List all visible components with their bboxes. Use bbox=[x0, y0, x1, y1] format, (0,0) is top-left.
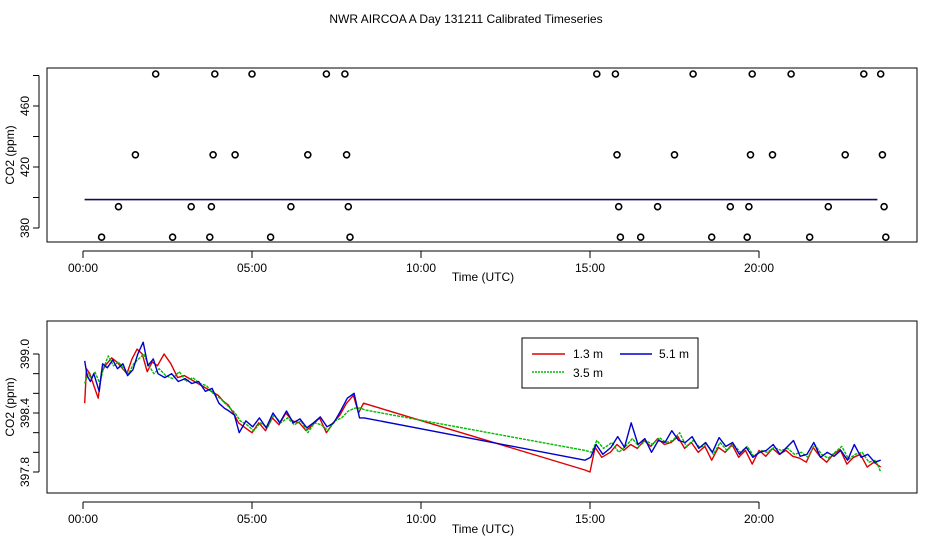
scatter-point bbox=[689, 70, 697, 78]
legend-label-3.5m: 3.5 m bbox=[573, 366, 603, 380]
top-y-axis-label: CO2 (ppm) bbox=[3, 125, 17, 184]
top-y-axis: 380 420 460 bbox=[18, 75, 40, 238]
top-x-tick-label: 10:00 bbox=[406, 261, 436, 275]
scatter-point bbox=[303, 151, 312, 159]
top-plot-frame bbox=[46, 67, 918, 243]
scatter-point bbox=[344, 202, 353, 211]
scatter-point bbox=[743, 233, 752, 241]
scatter-point bbox=[342, 151, 351, 159]
bottom-x-tick-label: 20:00 bbox=[744, 512, 774, 526]
scatter-point bbox=[670, 151, 679, 159]
scatter-point bbox=[322, 70, 331, 78]
scatter-point bbox=[787, 70, 795, 78]
scatter-point bbox=[653, 202, 662, 211]
scatter-point bbox=[114, 202, 123, 211]
figure-title: NWR AIRCOA A Day 131211 Calibrated Times… bbox=[329, 12, 602, 26]
legend-label-5.1m: 5.1 m bbox=[659, 347, 689, 361]
legend: 1.3 m 5.1 m 3.5 m bbox=[521, 337, 699, 389]
scatter-point bbox=[611, 70, 620, 78]
scatter-point bbox=[748, 70, 757, 78]
legend-label-1.3m: 1.3 m bbox=[573, 347, 603, 361]
scatter-point bbox=[726, 202, 735, 211]
bottom-x-tick-label: 05:00 bbox=[237, 512, 267, 526]
top-scatter-points bbox=[97, 70, 890, 241]
bottom-x-tick-label: 10:00 bbox=[406, 512, 436, 526]
top-x-tick-label: 00:00 bbox=[68, 261, 98, 275]
legend-box bbox=[521, 337, 699, 389]
scatter-point bbox=[131, 151, 140, 159]
top-x-tick-label: 20:00 bbox=[744, 261, 774, 275]
scatter-point bbox=[231, 151, 239, 159]
bottom-series-line-5.1m bbox=[84, 341, 881, 463]
top-x-axis: 00:00 05:00 10:00 15:00 20:00 bbox=[68, 250, 774, 275]
scatter-point bbox=[592, 70, 601, 78]
top-x-tick-label: 15:00 bbox=[575, 261, 605, 275]
bottom-x-axis-label: Time (UTC) bbox=[452, 522, 514, 536]
scatter-point bbox=[614, 202, 623, 211]
bottom-plot-frame bbox=[46, 320, 918, 494]
scatter-point bbox=[746, 151, 755, 159]
bottom-y-axis-label: CO2 (ppm) bbox=[3, 377, 17, 436]
scatter-point bbox=[187, 202, 195, 211]
scatter-point bbox=[616, 233, 625, 241]
bottom-series-line-3.5m bbox=[84, 353, 882, 473]
scatter-point bbox=[209, 151, 217, 159]
scatter-point bbox=[745, 202, 753, 211]
bottom-y-tick-label: 397.8 bbox=[18, 457, 32, 487]
top-y-tick-label: 460 bbox=[18, 96, 32, 116]
scatter-point bbox=[346, 233, 354, 241]
top-y-tick-label: 420 bbox=[18, 157, 32, 177]
bottom-series-line-1.3m bbox=[84, 348, 882, 473]
bottom-y-tick-label: 398.4 bbox=[18, 398, 32, 428]
scatter-point bbox=[841, 151, 850, 159]
scatter-point bbox=[151, 70, 160, 78]
bottom-series-lines bbox=[84, 341, 882, 473]
scatter-point bbox=[248, 70, 256, 78]
scatter-point bbox=[206, 233, 214, 241]
scatter-point bbox=[207, 202, 216, 211]
top-x-axis-label: Time (UTC) bbox=[452, 270, 514, 284]
bottom-y-tick-label: 399.0 bbox=[18, 339, 32, 369]
scatter-point bbox=[881, 233, 890, 241]
scatter-point bbox=[266, 233, 275, 241]
scatter-point bbox=[768, 151, 777, 159]
top-x-tick-label: 05:00 bbox=[237, 261, 267, 275]
bottom-x-tick-label: 00:00 bbox=[68, 512, 98, 526]
scatter-point bbox=[880, 202, 888, 211]
scatter-point bbox=[341, 70, 349, 78]
scatter-point bbox=[287, 202, 295, 211]
scatter-point bbox=[878, 151, 887, 159]
scatter-point bbox=[613, 151, 621, 159]
scatter-point bbox=[805, 233, 814, 241]
bottom-x-axis: 00:00 05:00 10:00 15:00 20:00 bbox=[68, 501, 774, 526]
scatter-point bbox=[168, 233, 177, 241]
scatter-point bbox=[824, 202, 833, 211]
scatter-point bbox=[876, 70, 885, 78]
scatter-point bbox=[636, 233, 645, 241]
scatter-point bbox=[707, 233, 716, 241]
bottom-panel: 00:00 05:00 10:00 15:00 20:00 397.8 398.4 399.… bbox=[3, 320, 918, 536]
top-y-tick-label: 380 bbox=[18, 218, 32, 238]
scatter-point bbox=[211, 70, 219, 78]
scatter-point bbox=[859, 70, 868, 78]
scatter-point bbox=[97, 233, 106, 241]
bottom-x-tick-label: 15:00 bbox=[575, 512, 605, 526]
top-panel: 00:00 05:00 10:00 15:00 20:00 380 420 460 Time… bbox=[3, 67, 918, 284]
bottom-y-axis: 397.8 398.4 399.0 bbox=[18, 339, 40, 487]
